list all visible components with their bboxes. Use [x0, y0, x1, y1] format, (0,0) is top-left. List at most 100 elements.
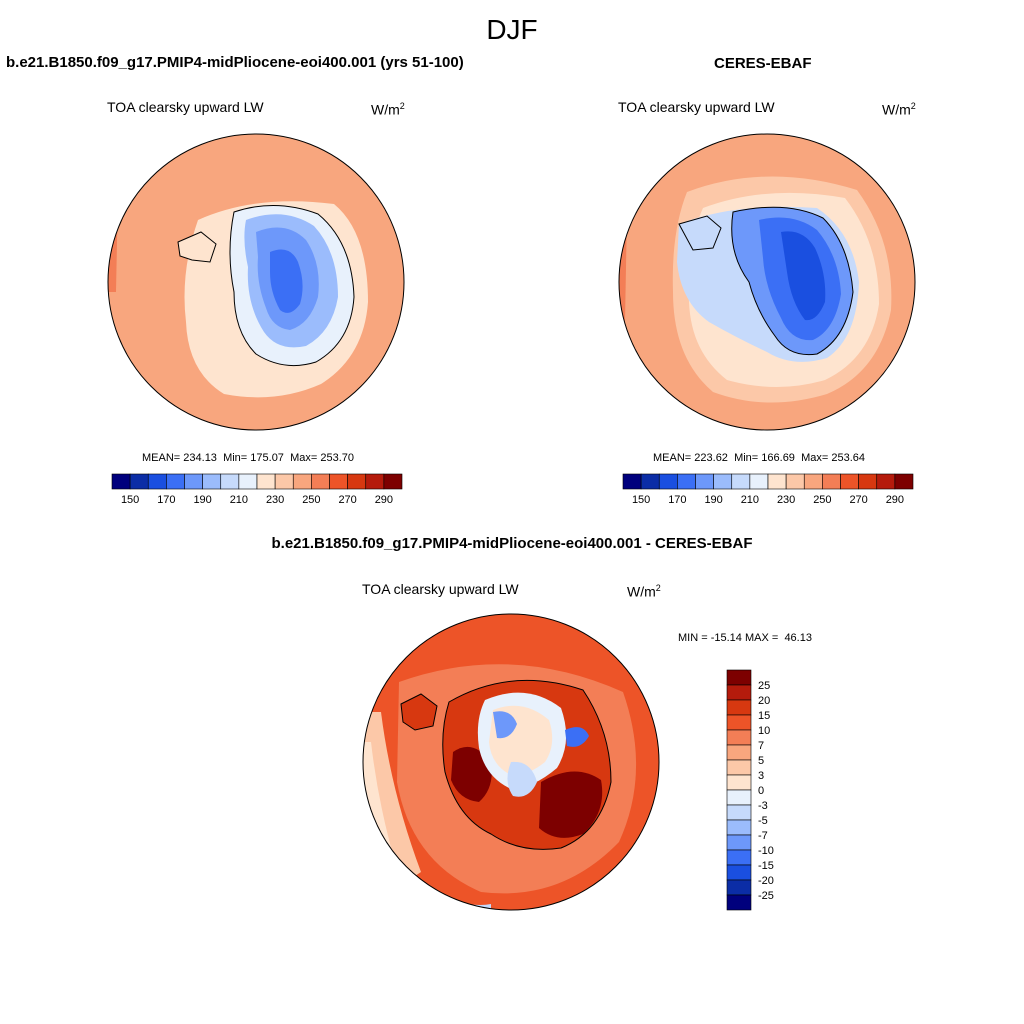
colorbar-1-tick-label: 210 — [230, 494, 248, 506]
colorbar-1-swatch — [329, 473, 348, 490]
panel-1-min-label: Min= — [223, 452, 248, 464]
colorbar-2-swatch — [731, 473, 751, 490]
colorbar-1-swatch — [274, 473, 294, 490]
colorbar-3-swatch — [726, 714, 752, 731]
panel-3-stats: MIN = -15.14 MAX = 46.13 — [678, 632, 812, 644]
colorbar-2-tick-label: 250 — [813, 494, 831, 506]
colorbar-2-tick-label: 210 — [741, 494, 759, 506]
colorbar-3-swatch — [726, 669, 752, 686]
panel-2-units: W/m2 — [882, 101, 916, 118]
colorbar-2-swatch — [749, 473, 769, 490]
colorbar-3-tick-label: 10 — [758, 725, 770, 737]
colorbar-3-tick-label: -15 — [758, 860, 774, 872]
colorbar-2-swatch — [713, 473, 733, 490]
panel-2-min-label: Min= — [734, 452, 759, 464]
panel-2-variable: TOA clearsky upward LW — [618, 99, 775, 115]
colorbar-3-swatch — [726, 729, 752, 746]
colorbar-2-tick-label: 150 — [632, 494, 650, 506]
colorbar-1-swatch — [347, 473, 367, 490]
panel-2-max-label: Max= — [801, 452, 829, 464]
colorbar-2-tick-label: 230 — [777, 494, 795, 506]
map-3-west-max — [451, 746, 492, 802]
colorbar-2-swatch — [622, 473, 642, 490]
panel-2-min: 166.69 — [761, 452, 795, 464]
panel-3-max: 46.13 — [784, 632, 812, 644]
panel-1-mean: 234.13 — [183, 452, 217, 464]
map-3-interior-blue — [493, 711, 517, 739]
colorbar-3-tick-label: -20 — [758, 875, 774, 887]
colorbar-3-tick-label: -3 — [758, 800, 768, 812]
colorbar-1-swatch — [383, 473, 403, 490]
colorbar-3-swatch — [726, 759, 752, 776]
colorbar-1-swatch — [166, 473, 185, 490]
colorbar-1-swatch — [184, 473, 203, 490]
colorbar-1-swatch — [111, 473, 131, 490]
panel-3-units-exp: 2 — [655, 583, 661, 593]
map-3-border — [362, 613, 660, 911]
colorbar-1-tick-label: 190 — [193, 494, 211, 506]
colorbar-1-tick-label: 270 — [338, 494, 356, 506]
colorbar-3-swatch — [726, 894, 752, 911]
colorbar-2-swatch — [658, 473, 678, 490]
colorbar-3-tick-label: 15 — [758, 710, 770, 722]
colorbar-3-swatch — [726, 684, 752, 701]
colorbar-1: 150 170 190 210 230 250 270 290 — [111, 473, 403, 506]
panel-2-mean-label: MEAN= — [653, 452, 692, 464]
map-1 — [107, 133, 405, 431]
figure-title: DJF — [486, 14, 538, 45]
colorbar-2-swatch — [894, 473, 914, 490]
panel-2-mean: 223.62 — [694, 452, 728, 464]
colorbar-1-swatch — [365, 473, 385, 490]
panel-1-variable: TOA clearsky upward LW — [107, 99, 264, 115]
colorbar-1-swatch — [147, 473, 167, 490]
map-3-coastline — [400, 679, 612, 850]
map-1-peninsula — [178, 232, 216, 262]
panel-1-units-text: W/m — [371, 101, 400, 118]
panel-3-units: W/m2 — [627, 583, 661, 600]
colorbar-3: 25 20 15 10 7 5 3 0 -3 -5 -7 -10 -15 -20 -25 — [726, 669, 774, 911]
map-1-coastline — [177, 205, 355, 367]
panel-1-stats: MEAN= 234.13 Min= 175.07 Max= 253.70 — [142, 452, 354, 464]
map-3-south-pale — [507, 761, 537, 797]
panel-3-min-label: MIN = — [678, 632, 708, 644]
colorbar-1-tick-label: 250 — [302, 494, 320, 506]
colorbar-2-tick-label: 290 — [886, 494, 904, 506]
colorbar-1-swatch — [202, 473, 222, 490]
panel-1-max-label: Max= — [290, 452, 318, 464]
colorbar-3-swatch — [726, 744, 752, 761]
colorbar-2-swatch — [695, 473, 714, 490]
colorbar-3-swatch — [726, 774, 752, 791]
colorbar-3-tick-label: -7 — [758, 830, 768, 842]
panel-1-units: W/m2 — [371, 101, 405, 118]
colorbar-3-tick-label: 0 — [758, 785, 764, 797]
colorbar-3-swatch — [726, 804, 752, 821]
map-3 — [362, 613, 660, 911]
panel-2-heading: CERES-EBAF — [714, 55, 812, 72]
panel-2-max: 253.64 — [831, 452, 865, 464]
colorbar-1-swatch — [220, 473, 240, 490]
map-3-peninsula — [401, 694, 437, 730]
colorbar-3-swatch — [726, 864, 752, 881]
panel-3-units-text: W/m — [627, 583, 656, 600]
map-2 — [618, 133, 916, 431]
panel-2-units-text: W/m — [882, 101, 911, 118]
colorbar-1-swatch — [311, 473, 330, 490]
colorbar-3-tick-label: 5 — [758, 755, 764, 767]
colorbar-2-swatch — [840, 473, 859, 490]
colorbar-1-swatch — [256, 473, 276, 490]
panel-3-heading: b.e21.B1850.f09_g17.PMIP4-midPliocene-eo… — [271, 535, 753, 552]
map-1-border — [107, 133, 405, 431]
colorbar-2-tick-label: 270 — [849, 494, 867, 506]
panel-2-stats: MEAN= 223.62 Min= 166.69 Max= 253.64 — [653, 452, 865, 464]
colorbar-1-swatch — [292, 473, 312, 490]
colorbar-3-tick-label: -25 — [758, 890, 774, 902]
colorbar-2-swatch — [785, 473, 805, 490]
colorbar-2-tick-label: 170 — [668, 494, 686, 506]
colorbar-3-tick-label: -10 — [758, 845, 774, 857]
colorbar-1-tick-label: 150 — [121, 494, 139, 506]
panel-1-units-exp: 2 — [399, 101, 405, 111]
colorbar-3-tick-label: 7 — [758, 740, 764, 752]
colorbar-1-tick-label: 170 — [157, 494, 175, 506]
colorbar-3-swatch — [726, 789, 752, 806]
colorbar-3-swatch — [726, 819, 752, 836]
